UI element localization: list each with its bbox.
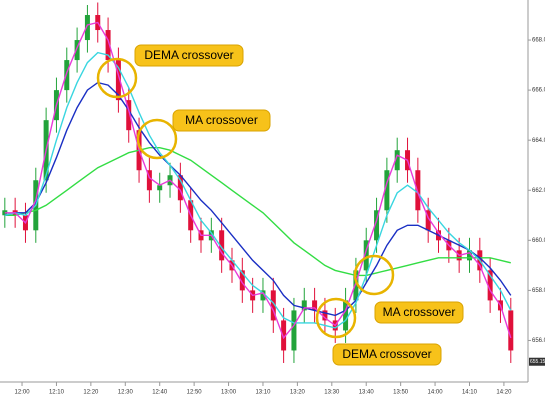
annotations: DEMA crossover MA crossover DEMA crossover… bbox=[96, 44, 464, 366]
callout-box bbox=[134, 44, 244, 67]
candle-body bbox=[384, 170, 390, 211]
callout-box bbox=[172, 109, 271, 132]
callout-label: DEMA crossover bbox=[144, 48, 233, 62]
last-price-box bbox=[529, 357, 545, 366]
x-tick-label: 12:10 bbox=[49, 390, 65, 396]
candle-body bbox=[363, 240, 369, 271]
indicator-line bbox=[4, 81, 512, 317]
x-tick-label: 13:00 bbox=[221, 390, 237, 396]
indicator-line bbox=[4, 147, 511, 277]
candle-body bbox=[281, 320, 287, 351]
callout-box bbox=[374, 301, 464, 324]
x-tick-label: 13:30 bbox=[324, 390, 340, 396]
candle-body bbox=[415, 170, 421, 211]
indicator-line bbox=[4, 51, 512, 329]
candle-body bbox=[84, 15, 90, 41]
candle-body bbox=[301, 300, 307, 311]
y-tick-label: 666.00 bbox=[532, 88, 545, 94]
x-tick-label: 13:10 bbox=[255, 390, 271, 396]
callout-label: MA crossover bbox=[383, 305, 456, 319]
candle-body bbox=[466, 250, 472, 261]
candle-body bbox=[146, 170, 152, 191]
x-tick-label: 14:20 bbox=[496, 390, 512, 396]
candle-body bbox=[322, 310, 328, 321]
candle-body bbox=[374, 210, 380, 241]
candle-body bbox=[260, 290, 266, 301]
indicator-line bbox=[4, 21, 512, 340]
x-tick-label: 13:50 bbox=[393, 390, 409, 396]
candle-body bbox=[291, 310, 297, 351]
plot-area bbox=[2, 2, 514, 363]
candle-body bbox=[105, 30, 111, 61]
x-tick-label: 13:20 bbox=[290, 390, 306, 396]
highlight-circle bbox=[353, 254, 395, 296]
candle-body bbox=[487, 270, 493, 301]
candle-body bbox=[312, 300, 318, 311]
x-tick-label: 12:50 bbox=[187, 390, 203, 396]
x-tick-label: 14:10 bbox=[462, 390, 478, 396]
candle-body bbox=[177, 175, 183, 201]
y-tick-label: 656.00 bbox=[532, 338, 545, 344]
candle-body bbox=[394, 150, 400, 171]
candle-body bbox=[343, 300, 349, 331]
x-tick-label: 12:00 bbox=[15, 390, 31, 396]
candle-body bbox=[157, 185, 163, 191]
candle-body bbox=[74, 40, 80, 61]
callout-box bbox=[332, 343, 442, 366]
x-tick-label: 14:00 bbox=[428, 390, 444, 396]
last-price-label: 655.15 bbox=[530, 359, 545, 365]
y-tick-label: 662.00 bbox=[532, 188, 545, 194]
candle-body bbox=[239, 270, 245, 291]
x-tick-label: 12:30 bbox=[118, 390, 134, 396]
y-tick-label: 664.00 bbox=[532, 138, 545, 144]
y-tick-label: 668.00 bbox=[532, 38, 545, 44]
highlight-circle bbox=[136, 118, 178, 160]
candle-body bbox=[115, 60, 121, 101]
callout-label: MA crossover bbox=[185, 113, 258, 127]
highlight-circle bbox=[96, 57, 138, 99]
highlight-circle bbox=[315, 297, 357, 339]
candle-body bbox=[219, 230, 225, 261]
candle-body bbox=[508, 310, 514, 351]
candle-body bbox=[353, 270, 359, 301]
x-tick-label: 12:20 bbox=[83, 390, 99, 396]
x-tick-label: 12:40 bbox=[152, 390, 168, 396]
callout-label: DEMA crossover bbox=[342, 347, 431, 361]
candle-body bbox=[126, 100, 132, 131]
y-tick-label: 660.00 bbox=[532, 238, 545, 244]
candle-body bbox=[425, 210, 431, 231]
candle-body bbox=[270, 290, 276, 321]
candle-body bbox=[64, 60, 70, 91]
x-tick-label: 13:40 bbox=[359, 390, 375, 396]
y-tick-label: 658.00 bbox=[532, 288, 545, 294]
